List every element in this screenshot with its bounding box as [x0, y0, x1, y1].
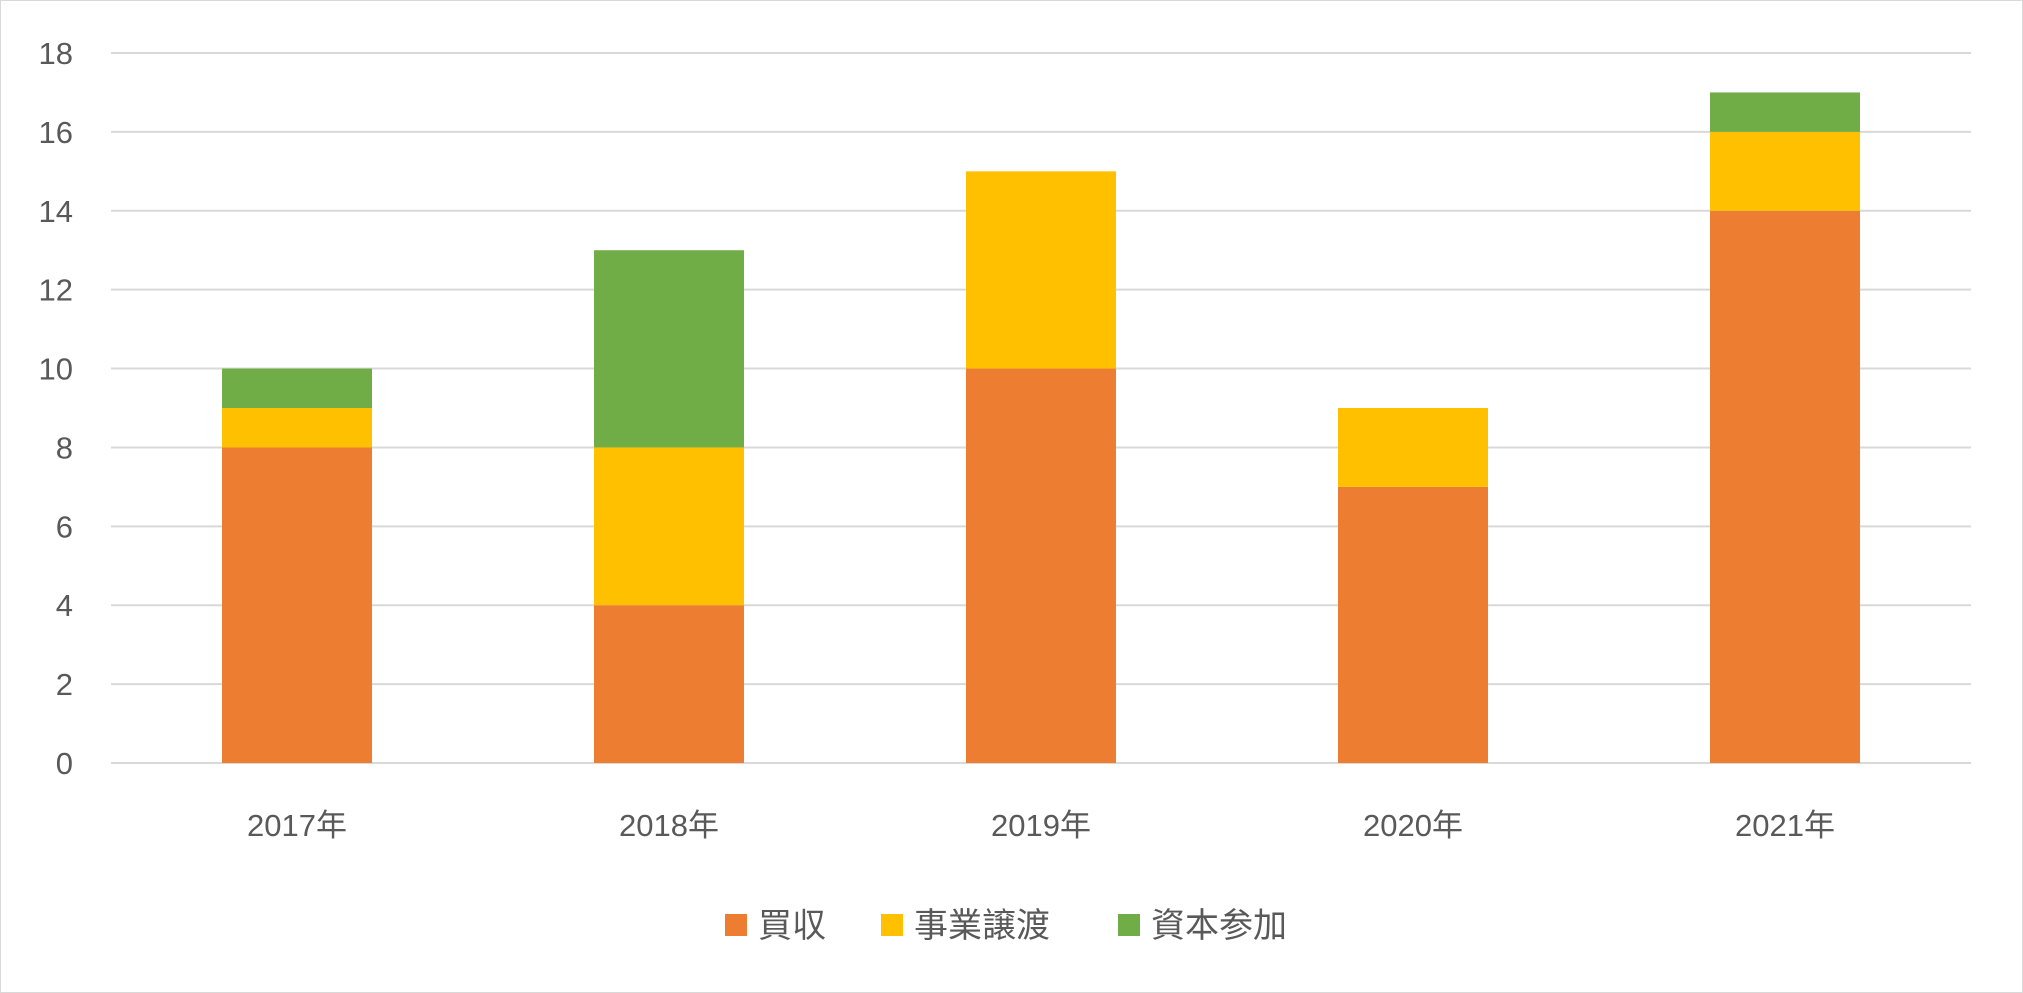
y-tick-label: 6 — [56, 509, 73, 544]
bar-segment-3-0 — [1338, 486, 1488, 763]
bar-segment-3-1 — [1338, 408, 1488, 487]
legend-label-1: 事業譲渡 — [914, 906, 1050, 946]
bar-segment-2-1 — [966, 171, 1116, 369]
x-tick-label: 2021年 — [1735, 808, 1835, 843]
x-axis-ticks: 2017年 2018年 2019年 2020年 2021年 — [247, 808, 1835, 843]
y-tick-label: 8 — [56, 430, 73, 465]
y-tick-label: 18 — [39, 36, 73, 71]
x-tick-label: 2018年 — [619, 808, 719, 843]
y-tick-label: 0 — [56, 746, 73, 781]
legend-label-2: 資本参加 — [1151, 906, 1287, 946]
bar-segment-2-0 — [966, 368, 1116, 763]
y-tick-label: 12 — [39, 273, 73, 308]
y-tick-label: 4 — [56, 588, 73, 623]
bar-segment-4-1 — [1710, 131, 1860, 211]
bar-segment-1-2 — [594, 250, 744, 448]
bar-segment-0-1 — [222, 408, 372, 448]
bar-segment-4-0 — [1710, 210, 1860, 763]
y-tick-label: 16 — [39, 115, 73, 150]
y-axis-ticks: 0 2 4 6 8 10 12 14 16 18 — [39, 36, 73, 781]
bar-segment-1-0 — [594, 605, 744, 763]
legend-swatch-0 — [725, 914, 747, 936]
x-tick-label: 2017年 — [247, 808, 347, 843]
bar-segment-4-2 — [1710, 92, 1860, 132]
y-tick-label: 2 — [56, 667, 73, 702]
bar-segment-0-2 — [222, 368, 372, 408]
x-tick-label: 2019年 — [991, 808, 1091, 843]
bar-segment-1-1 — [594, 447, 744, 606]
bars — [222, 92, 1860, 763]
legend-swatch-2 — [1118, 914, 1140, 936]
bar-segment-0-0 — [222, 447, 372, 763]
legend-swatch-1 — [881, 914, 903, 936]
x-tick-label: 2020年 — [1363, 808, 1463, 843]
legend-label-0: 買収 — [758, 906, 826, 946]
legend: 買収 事業譲渡 資本参加 — [725, 906, 1287, 946]
y-tick-label: 10 — [39, 352, 73, 387]
y-tick-label: 14 — [39, 194, 73, 229]
